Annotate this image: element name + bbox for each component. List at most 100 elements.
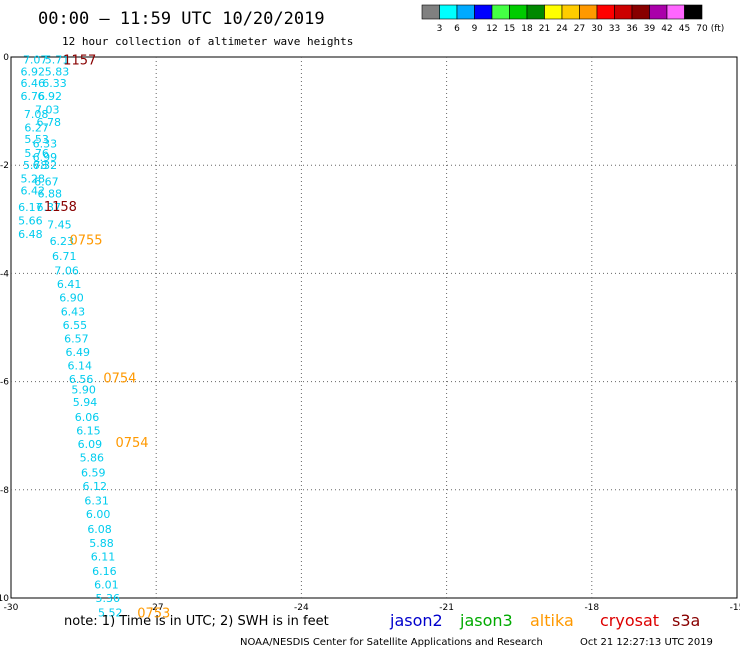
- colorbar-label: 21: [539, 24, 550, 34]
- colorbar-label: 9: [472, 24, 478, 34]
- satellite-legend-jason2: jason2: [389, 611, 443, 630]
- axis-ticks: -30 -27 -24 -21 -18 -15 0 -2 -4 -6 -8 -10: [0, 53, 740, 613]
- y-tick-label: -4: [0, 269, 9, 279]
- swh-point-label: 6.57: [64, 332, 89, 345]
- swh-point-label: 6.16: [92, 565, 117, 578]
- swh-point-label: 6.27: [24, 121, 49, 134]
- swh-point-label: 6.12: [82, 480, 107, 493]
- colorbar-label: 24: [556, 24, 568, 34]
- y-tick-label: -8: [0, 486, 9, 496]
- swh-point-label: 6.31: [84, 495, 109, 508]
- swh-point-label: 5.88: [89, 537, 114, 550]
- colorbar-swatch: [421, 4, 440, 20]
- swh-point-label: 6.14: [67, 359, 92, 372]
- swh-point-label: 6.59: [81, 466, 106, 479]
- colorbar-swatch: [649, 4, 668, 20]
- plot-area: -30-27-24-21-18-150-2-4-6-8-10 7.075.716…: [0, 53, 740, 622]
- grid-lines: [11, 57, 737, 598]
- colorbar-legend: 3 6 9 12 15 18 21 24 27 30 33 36 39 42 45 70 (ft): [421, 4, 724, 34]
- satellite-legend-altika: altika: [530, 611, 574, 630]
- y-tick-label: 0: [3, 53, 9, 63]
- swh-points: 7.075.716.92 5.836.466.336.766.927.037.08…: [18, 54, 122, 620]
- swh-point-label: 5.86: [80, 451, 105, 464]
- satellite-legend: jason2 jason3 altika cryosat s3a: [389, 611, 700, 630]
- colorbar-label: 27: [574, 24, 585, 34]
- x-tick-label: -30: [4, 603, 19, 613]
- colorbar-swatch: [614, 4, 633, 20]
- swh-point-label: 6.43: [61, 305, 86, 318]
- swh-point-label: 6.90: [59, 292, 84, 305]
- time-labels: 1157 1158 0755 0754 0754 0753: [44, 54, 171, 622]
- swh-point-label: 7.06: [54, 265, 79, 278]
- colorbar-label: 39: [644, 24, 656, 34]
- colorbar-swatch: [596, 4, 615, 20]
- time-label: 0755: [69, 233, 102, 248]
- colorbar-swatch: [579, 4, 598, 20]
- colorbar-label: 15: [504, 24, 515, 34]
- x-tick-label: -24: [294, 603, 309, 613]
- swh-point-label: 6.92: [37, 90, 62, 103]
- colorbar-label: 45: [679, 24, 690, 34]
- swh-point-label: 6.88: [37, 187, 62, 200]
- plot-border: [10, 56, 738, 599]
- swh-point-label: 6.08: [87, 523, 112, 536]
- colorbar-label: 36: [626, 24, 638, 34]
- time-label: 1157: [63, 54, 96, 69]
- colorbar-swatch: [684, 4, 703, 20]
- swh-point-label: 6.09: [78, 438, 103, 451]
- swh-point-label: 5.53: [24, 133, 49, 146]
- swh-point-label: 6.01: [94, 578, 119, 591]
- colorbar-label: 3: [437, 24, 443, 34]
- swh-point-label: 5.76: [24, 147, 49, 160]
- colorbar-swatch: [544, 4, 563, 20]
- footer-note: note: 1) Time is in UTC; 2) SWH is in fe…: [64, 614, 329, 629]
- swh-point-label: 6.06: [75, 411, 100, 424]
- colorbar-label: 6: [454, 24, 460, 34]
- swh-point-label: 6.78: [37, 116, 62, 129]
- time-label: 1158: [44, 200, 77, 215]
- swh-point-label: 6.48: [18, 228, 43, 241]
- swh-point-label: 5.66: [18, 214, 43, 227]
- x-tick-label: -18: [584, 603, 599, 613]
- swh-point-label: 5.52: [98, 607, 123, 620]
- swh-point-label: 6.46: [21, 77, 46, 90]
- swh-point-label: 5.94: [73, 396, 98, 409]
- swh-point-label: 6.92: [21, 66, 46, 79]
- swh-point-label: 5.28: [21, 173, 46, 186]
- swh-point-label: 5.71: [45, 54, 70, 67]
- swh-point-label: 7.08: [24, 108, 49, 121]
- swh-point-label: 6.32: [33, 159, 58, 172]
- x-tick-label: -21: [439, 603, 454, 613]
- colorbar-swatch: [474, 4, 493, 20]
- y-tick-label: -2: [0, 161, 9, 171]
- time-label: 0753: [137, 607, 170, 622]
- swh-point-label: 6.17: [18, 201, 43, 214]
- swh-point-label: 6.55: [63, 319, 88, 332]
- y-tick-label: -6: [0, 378, 9, 388]
- swh-point-label: 6.71: [52, 250, 77, 263]
- satellite-legend-cryosat: cryosat: [600, 611, 659, 630]
- colorbar-swatch: [631, 4, 650, 20]
- swh-point-label: 6.33: [33, 138, 58, 151]
- swh-point-label: 6.76: [21, 90, 46, 103]
- colorbar-swatch: [526, 4, 545, 20]
- swh-point-label: 6.00: [86, 508, 111, 521]
- x-tick-label: -27: [149, 603, 164, 613]
- swh-point-label: 6.67: [34, 175, 59, 188]
- swh-point-label: 6.41: [57, 278, 82, 291]
- swh-point-label: 6.99: [33, 151, 58, 164]
- colorbar-swatch: [439, 4, 458, 20]
- swh-point-label: 6.23: [50, 235, 75, 248]
- swh-point-label: 6.42: [21, 185, 46, 198]
- satellite-legend-s3a: s3a: [672, 611, 700, 630]
- chart-title: 00:00 – 11:59 UTC 10/20/2019: [38, 9, 325, 29]
- colorbar-swatch: [666, 4, 685, 20]
- credit-text: NOAA/NESDIS Center for Satellite Applica…: [240, 637, 543, 648]
- swh-point-label: 6.33: [42, 77, 67, 90]
- colorbar-label: 42: [661, 24, 672, 34]
- colorbar-label: 12: [486, 24, 497, 34]
- timestamp-text: Oct 21 12:27:13 UTC 2019: [580, 637, 713, 648]
- swh-point-label: 6.15: [76, 424, 101, 437]
- colorbar-label: 70: [696, 24, 708, 34]
